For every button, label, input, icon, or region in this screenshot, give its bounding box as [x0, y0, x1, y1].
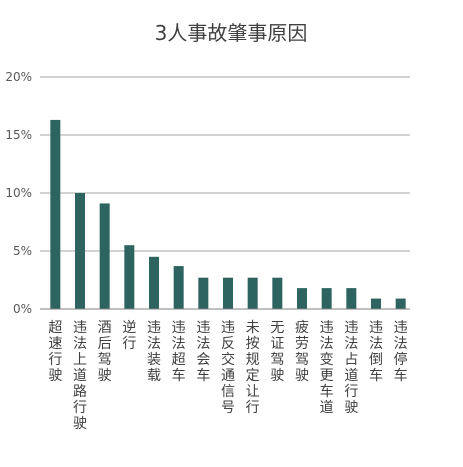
y-axis-ticks: 0% 5% 10% 15% 20%: [5, 70, 32, 316]
category-label: 违法停车: [394, 320, 408, 384]
bars: [50, 119, 406, 309]
y-tick-label: 5%: [13, 244, 32, 258]
bar: [223, 277, 233, 309]
category-label: 超速行驶: [48, 320, 62, 384]
bar: [272, 277, 283, 309]
y-tick-label: 15%: [5, 128, 32, 142]
gridlines: [40, 76, 410, 252]
y-tick-label: 20%: [5, 70, 32, 84]
category-label: 违法变更车道: [320, 320, 334, 416]
bar: [395, 298, 406, 309]
bar: [247, 277, 258, 309]
bar: [50, 119, 61, 309]
bar: [321, 288, 332, 309]
bar: [173, 266, 184, 309]
bar: [297, 288, 307, 309]
category-label: 违法占道行驶: [344, 320, 358, 416]
bar: [149, 256, 159, 309]
category-label: 疲劳驾驶: [295, 319, 309, 384]
category-label: 违法倒车: [369, 320, 383, 384]
category-label: 无证驾驶: [270, 320, 284, 384]
bar: [124, 245, 135, 309]
category-label: 逆行: [122, 320, 136, 352]
y-tick-label: 0%: [13, 302, 32, 316]
bar: [99, 203, 110, 309]
bar: [371, 298, 381, 309]
bar: [75, 193, 85, 309]
chart-title: 3人事故肇事原因: [155, 21, 308, 45]
bar: [198, 277, 209, 309]
category-labels: 超速行驶违法上道路行驶酒后驾驶逆行违法装载违法超车违法会车违反交通信号未按规定让…: [48, 319, 407, 432]
category-label: 违法超车: [172, 320, 186, 384]
y-tick-label: 10%: [5, 186, 32, 200]
category-label: 违反交通信号: [221, 320, 235, 416]
category-label: 违法装载: [147, 320, 161, 384]
category-label: 违法会车: [196, 320, 210, 384]
category-label: 未按规定让行: [246, 320, 260, 416]
category-label: 酒后驾驶: [98, 320, 112, 384]
bar: [346, 288, 357, 309]
category-label: 违法上道路行驶: [73, 320, 87, 432]
